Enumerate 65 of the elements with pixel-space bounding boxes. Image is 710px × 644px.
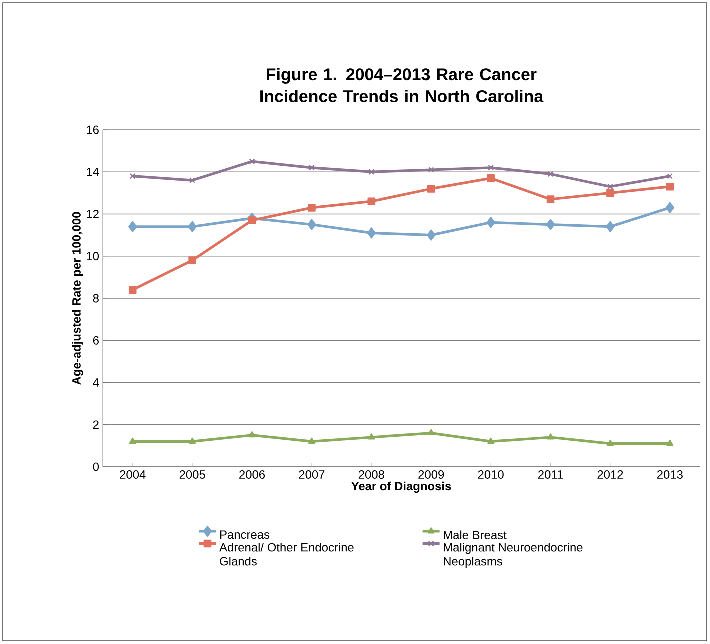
point — [606, 221, 615, 232]
point — [488, 438, 495, 444]
point — [188, 221, 197, 232]
y-tick-label: 12 — [87, 210, 99, 218]
point — [128, 286, 137, 294]
x-tick-label: 2010 — [478, 470, 504, 479]
x-axis-title: Year of Diagnosis — [352, 482, 452, 494]
legend-label: Adrenal/ Other Endocrine Glands — [220, 543, 354, 566]
x-tick-label: 2011 — [538, 470, 564, 479]
x-tick-label: 2008 — [358, 470, 384, 479]
y-tick-label: 2 — [93, 420, 99, 430]
point — [487, 174, 495, 182]
point — [608, 184, 614, 190]
y-tick-label: 8 — [93, 294, 99, 303]
point — [368, 169, 375, 176]
x-tick-label: 2009 — [418, 470, 444, 479]
legend-label: Pancreas — [220, 530, 270, 540]
point — [308, 438, 316, 444]
point — [546, 196, 555, 204]
point — [368, 198, 376, 206]
y-tick-label: 0 — [93, 462, 100, 472]
y-tick-label: 6 — [93, 336, 99, 345]
point — [546, 219, 556, 230]
x-tick-label: 2007 — [299, 470, 325, 479]
point — [130, 173, 136, 180]
point — [427, 185, 436, 193]
point — [308, 204, 316, 212]
y-axis-title: Age-adjusted Rate per 100,000 — [72, 212, 84, 385]
x-tick-label: 2006 — [240, 470, 266, 479]
point — [309, 164, 315, 171]
point — [189, 438, 196, 444]
point — [666, 440, 674, 446]
point — [308, 219, 316, 230]
point — [249, 158, 256, 165]
y-tick-label: 4 — [93, 378, 100, 387]
point — [548, 171, 554, 178]
point — [129, 438, 136, 444]
point — [428, 167, 434, 173]
legend-label: Male Breast — [444, 530, 507, 540]
point — [666, 182, 674, 191]
point — [607, 440, 614, 446]
y-tick-label: 16 — [87, 126, 99, 134]
point — [128, 221, 138, 232]
point — [486, 217, 496, 228]
point — [606, 189, 614, 198]
x-tick-label: 2004 — [120, 470, 146, 479]
point — [248, 431, 256, 438]
point — [547, 434, 554, 440]
y-tick-label: 14 — [87, 168, 100, 176]
point — [248, 216, 256, 224]
point — [367, 228, 376, 239]
point — [188, 256, 196, 264]
point — [427, 230, 436, 241]
point — [666, 202, 675, 214]
x-tick-label: 2012 — [598, 470, 624, 479]
legend-label: Malignant Neuroendocrine Neoplasms — [444, 543, 583, 568]
point — [190, 178, 196, 184]
x-tick-label: 2013 — [657, 470, 683, 479]
y-tick-label: 10 — [87, 252, 100, 261]
x-tick-label: 2005 — [180, 470, 206, 479]
point — [368, 434, 376, 440]
point — [488, 164, 494, 171]
point — [667, 173, 674, 180]
chart-title: Figure 1. 2004–2013 Rare Cancer Incidence Trends in North Carolina — [260, 68, 544, 102]
point — [428, 429, 435, 436]
